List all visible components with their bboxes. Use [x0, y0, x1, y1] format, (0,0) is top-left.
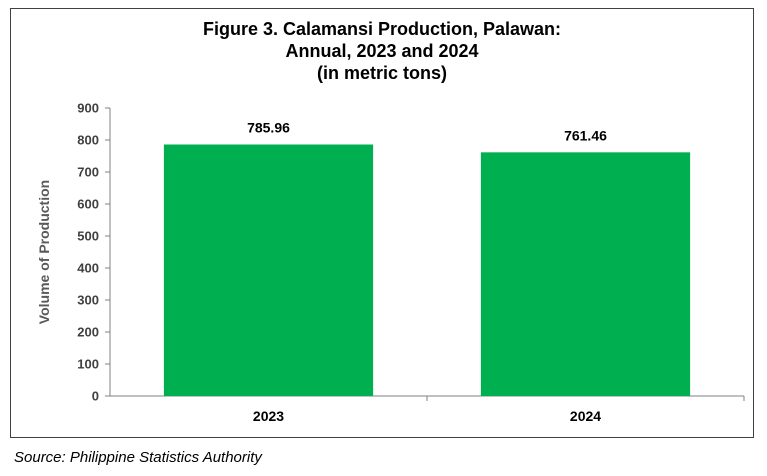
y-tick-label: 400 [77, 261, 99, 276]
bar-2024 [480, 152, 691, 396]
chart-title-line-3: (in metric tons) [316, 63, 447, 83]
bar-chart: 0 100 200 300 400 500 600 700 800 900 Volume of Pr… [36, 101, 745, 424]
y-tick-label: 700 [77, 165, 99, 180]
y-tick-label: 0 [92, 389, 99, 404]
x-tick-label-2023: 2023 [253, 408, 284, 424]
y-tick-label: 900 [77, 101, 99, 116]
chart-title-line-1: Figure 3. Calamansi Production, Palawan: [202, 19, 562, 39]
y-tick-label: 300 [77, 293, 99, 308]
data-label-2023: 785.96 [247, 119, 290, 135]
y-tick-label: 200 [77, 325, 99, 340]
y-axis-title: Volume of Production [36, 180, 52, 324]
y-tick-label: 100 [77, 357, 99, 372]
chart-title: Figure 3. Calamansi Production, Palawan:… [10, 18, 754, 84]
x-tick-label-2024: 2024 [570, 408, 601, 424]
chart-title-line-2: Annual, 2023 and 2024 [285, 41, 479, 61]
y-tick-label: 800 [77, 133, 99, 148]
data-label-2024: 761.46 [564, 127, 607, 143]
bar-2023 [163, 144, 374, 396]
source-note: Source: Philippine Statistics Authority [14, 449, 262, 466]
y-tick-label: 500 [77, 229, 99, 244]
y-tick-label: 600 [77, 197, 99, 212]
